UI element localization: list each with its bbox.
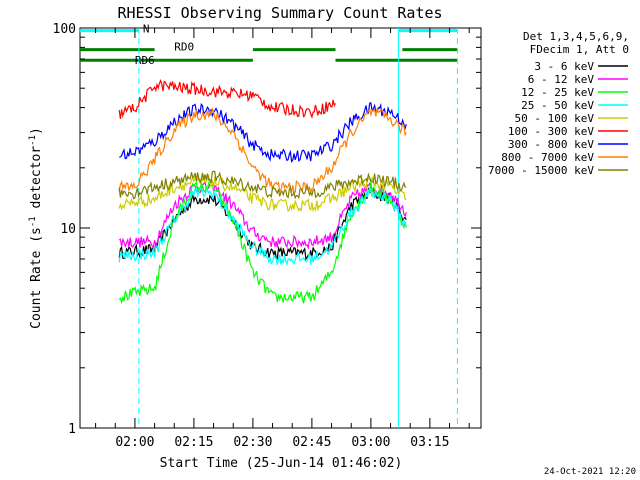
y-axis-label: Count Rate (s-1 detector-1) (28, 127, 44, 329)
y-axis-label-sup2: -1 (28, 135, 38, 146)
series-line-5 (118, 78, 337, 119)
legend-entry-label: 50 - 100 keV (515, 112, 595, 125)
x-axis: 02:00 02:15 02:30 02:45 03:00 03:15 (95, 28, 470, 450)
legend-entry-label: 800 - 7000 keV (501, 151, 594, 164)
flag-label-rd0: RD0 (174, 41, 194, 54)
vlines-layer (138, 28, 458, 428)
series-line-7 (118, 106, 407, 194)
series-line-2 (118, 179, 407, 305)
x-tick-label: 03:00 (351, 435, 390, 450)
x-tick-label: 02:30 (233, 435, 272, 450)
series-line-6 (119, 102, 407, 163)
plot-frame (79, 27, 482, 429)
y-axis-label-main: Count Rate (s (29, 227, 44, 329)
legend-entry-label: 25 - 50 keV (521, 99, 594, 112)
y-tick-label: 10 (60, 222, 76, 237)
legend: Det 1,3,4,5,6,9,FDecim 1, Att 0 3 - 6 keV… (488, 30, 629, 177)
x-tick-label: 02:00 (115, 435, 154, 450)
series-line-8 (118, 170, 407, 200)
flag-label-n: N (143, 23, 150, 36)
series-line-1 (118, 179, 407, 250)
legend-entry-label: 6 - 12 keV (528, 73, 595, 86)
y-axis-label-tail: detector (29, 146, 44, 217)
chart-title: RHESSI Observing Summary Count Rates (117, 4, 442, 22)
flags-layer: N RD0 RD6 (79, 23, 458, 67)
y-axis-label-sup: -1 (28, 216, 38, 227)
y-tick-label: 1 (68, 422, 76, 437)
series-line-3 (118, 186, 407, 267)
footer-date: 24-Oct-2021 12:20 (544, 467, 636, 477)
legend-entry-label: 12 - 25 keV (521, 86, 594, 99)
flag-label-rd6: RD6 (135, 54, 155, 67)
x-tick-label: 02:15 (174, 435, 213, 450)
x-tick-label: 03:15 (410, 435, 449, 450)
legend-entry-label: 300 - 800 keV (508, 138, 594, 151)
x-axis-label: Start Time (25-Jun-14 01:46:02) (160, 456, 403, 471)
y-axis-label-end: ) (29, 127, 44, 135)
x-tick-label: 02:45 (292, 435, 331, 450)
series-layer (118, 78, 407, 305)
y-axis: 1 10 100 (53, 22, 481, 437)
y-tick-label: 100 (53, 22, 76, 37)
legend-header-line: FDecim 1, Att 0 (530, 43, 629, 56)
legend-entry-label: 100 - 300 keV (508, 125, 594, 138)
legend-header-line: Det 1,3,4,5,6,9, (523, 30, 629, 43)
legend-entry-label: 7000 - 15000 keV (488, 164, 594, 177)
series-line-4 (118, 173, 407, 213)
legend-entry-label: 3 - 6 keV (534, 60, 594, 73)
